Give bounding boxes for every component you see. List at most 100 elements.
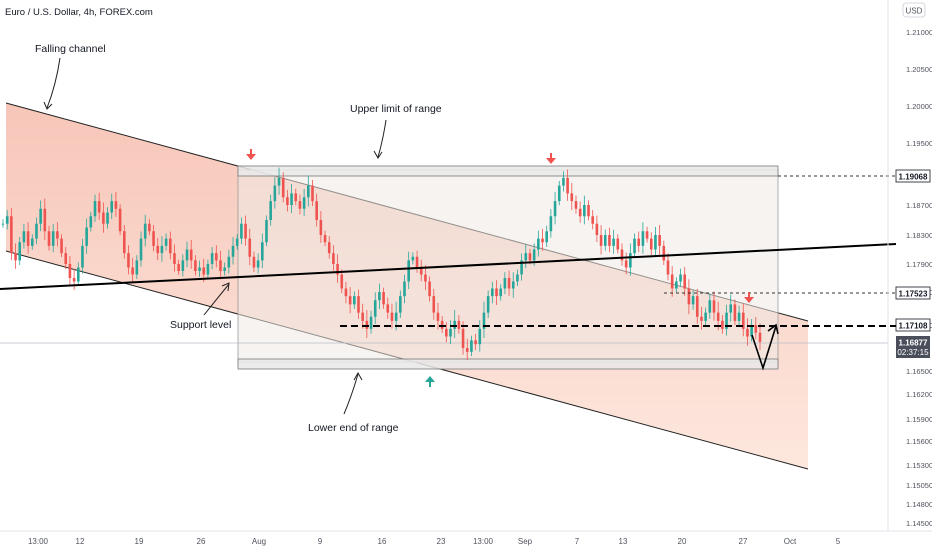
candle xyxy=(294,188,298,206)
candle xyxy=(336,254,339,283)
candle xyxy=(440,315,444,333)
candle xyxy=(465,338,469,361)
candle xyxy=(173,244,176,272)
candle xyxy=(148,219,151,236)
time-tick-label: 27 xyxy=(739,537,748,546)
price-tick-label: 1.20500 xyxy=(906,65,932,74)
symbol-title[interactable]: Euro / U.S. Dollar, 4h, FOREX.com xyxy=(5,7,153,18)
svg-text:1.16877: 1.16877 xyxy=(899,339,928,348)
candle xyxy=(369,310,373,334)
candle xyxy=(89,211,93,232)
candle xyxy=(302,188,306,217)
candle xyxy=(102,202,105,233)
candle xyxy=(511,272,515,298)
candle xyxy=(231,237,235,265)
candle xyxy=(419,259,423,282)
candle xyxy=(457,314,461,334)
candle xyxy=(156,238,160,261)
candle xyxy=(353,291,356,309)
price-ticks: 1.21000 1.20500 1.20000 1.19500 1.18700 1.183… xyxy=(906,28,932,528)
candle xyxy=(35,217,38,245)
candle xyxy=(453,309,456,338)
candle xyxy=(160,236,164,262)
candle xyxy=(712,291,716,321)
candle xyxy=(118,204,122,236)
time-tick-label: Oct xyxy=(784,537,797,546)
candle xyxy=(537,230,540,257)
svg-text:1.19068: 1.19068 xyxy=(899,173,928,182)
candle xyxy=(474,333,477,350)
time-tick-label: 13 xyxy=(619,537,628,546)
candle xyxy=(620,243,624,266)
candle xyxy=(445,322,448,343)
support-trend-line[interactable] xyxy=(0,243,897,290)
candle xyxy=(687,279,691,315)
candle xyxy=(583,195,586,225)
candle xyxy=(181,254,185,277)
candle xyxy=(177,259,180,275)
candle xyxy=(499,284,502,301)
candle xyxy=(64,247,68,270)
candle xyxy=(599,225,603,255)
time-tick-label: 23 xyxy=(437,537,446,546)
candle xyxy=(741,303,745,337)
currency-badge-label: USD xyxy=(906,7,923,16)
candle xyxy=(139,231,143,267)
price-tick-label: 1.18700 xyxy=(906,201,932,210)
candle xyxy=(608,227,611,253)
candle xyxy=(578,201,582,223)
candle xyxy=(194,255,197,276)
candle xyxy=(754,317,758,340)
candle xyxy=(348,287,352,314)
red-arrow-down-icon xyxy=(744,292,754,303)
candle xyxy=(541,228,544,251)
candle xyxy=(114,191,118,217)
candle xyxy=(106,207,109,229)
candle xyxy=(486,290,490,318)
candles-layer xyxy=(1,167,762,361)
candle xyxy=(603,229,607,251)
price-tick-label: 1.16500 xyxy=(906,367,932,376)
candle xyxy=(189,239,193,269)
candle xyxy=(43,198,47,240)
candle xyxy=(244,215,247,246)
candle xyxy=(495,280,498,306)
candle xyxy=(758,323,762,351)
range-upper-band xyxy=(237,165,779,177)
candle xyxy=(407,251,410,290)
candle xyxy=(26,222,30,254)
candle xyxy=(135,255,139,280)
candle xyxy=(654,226,657,257)
candle xyxy=(93,194,97,222)
range-box[interactable] xyxy=(237,169,779,363)
time-tick-label: 20 xyxy=(678,537,687,546)
candle xyxy=(261,233,264,269)
candle xyxy=(164,233,168,251)
candle xyxy=(624,252,628,275)
candle xyxy=(185,241,189,268)
candle xyxy=(520,253,523,281)
candle xyxy=(319,211,323,243)
candle xyxy=(587,200,590,221)
currency-badge[interactable] xyxy=(902,2,926,18)
candle xyxy=(373,292,377,324)
time-tick-label: 9 xyxy=(318,537,323,546)
candle xyxy=(210,247,214,270)
candle xyxy=(545,225,549,247)
candle xyxy=(51,224,55,253)
candle xyxy=(39,200,42,232)
time-tick-label: 16 xyxy=(378,537,387,546)
price-tick-label: 1.17900 xyxy=(906,260,932,269)
candle xyxy=(704,307,707,326)
candle xyxy=(277,167,281,195)
candle xyxy=(691,290,695,310)
candle xyxy=(574,195,578,214)
candle xyxy=(436,302,440,330)
candle xyxy=(658,225,661,255)
candle xyxy=(344,281,348,304)
candle xyxy=(273,177,277,209)
candle xyxy=(168,231,172,260)
candle xyxy=(562,171,565,192)
